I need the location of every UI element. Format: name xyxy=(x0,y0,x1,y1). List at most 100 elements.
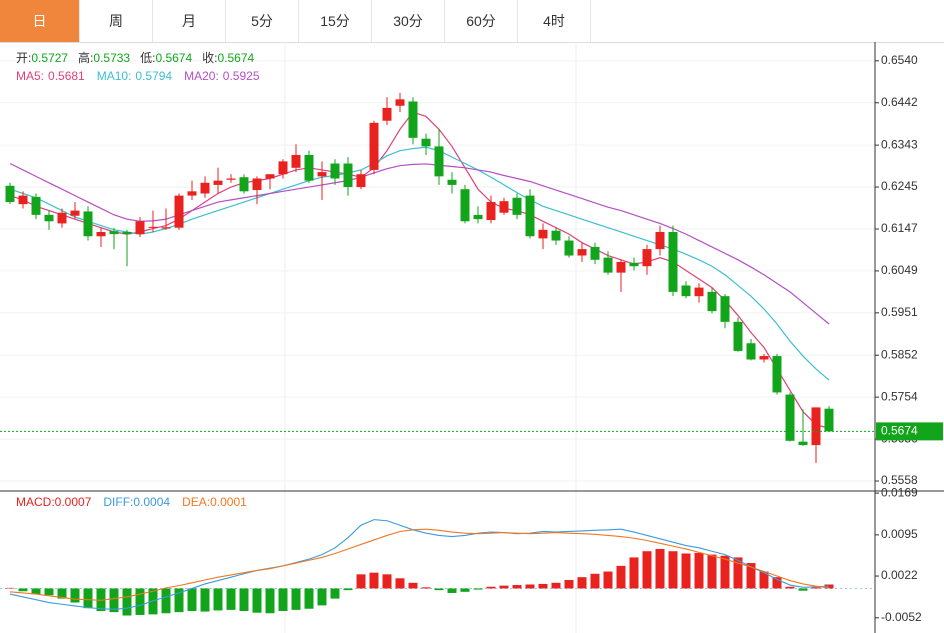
macd-bar xyxy=(70,588,80,603)
macd-bar xyxy=(668,551,678,589)
candle-body xyxy=(5,185,15,203)
macd-bar xyxy=(408,582,418,589)
macd-bar xyxy=(356,574,366,589)
candle-body xyxy=(564,240,574,256)
period-tab[interactable]: 15分 xyxy=(299,0,372,42)
period-tab[interactable]: 周 xyxy=(80,0,153,42)
y-tick-label: 0.6442 xyxy=(881,95,918,109)
ohlc-value: 0.5733 xyxy=(93,51,130,65)
ma-label: MA5: xyxy=(16,69,44,83)
macd-bar xyxy=(44,588,54,596)
candle-body xyxy=(304,154,314,181)
macd-bar xyxy=(473,588,483,590)
y-tick-label: 0.0095 xyxy=(881,527,918,541)
macd-bar xyxy=(551,582,561,589)
candle-body xyxy=(824,408,834,432)
y-tick-label: 0.6049 xyxy=(881,263,918,277)
candle-body xyxy=(655,231,665,250)
macd-bar xyxy=(447,588,457,593)
candle-body xyxy=(707,291,717,312)
macd-bar xyxy=(317,588,327,606)
candle-body xyxy=(460,189,470,222)
macd-bar xyxy=(434,588,444,591)
macd-bar xyxy=(239,588,249,612)
ma-value: 0.5925 xyxy=(223,69,260,83)
candle-body xyxy=(772,356,782,393)
candle-body xyxy=(291,154,301,168)
candle-body xyxy=(512,197,522,215)
macd-bar xyxy=(798,588,808,591)
ohlc-label: 收: xyxy=(202,51,217,65)
macd-bar xyxy=(213,588,223,611)
macd-bar xyxy=(109,588,119,613)
macd-bar xyxy=(18,588,28,592)
candle-body xyxy=(421,138,431,147)
macd-bar xyxy=(811,587,821,589)
candle-body xyxy=(785,394,795,441)
candle-body xyxy=(720,296,730,322)
candle-body xyxy=(44,214,54,222)
ohlc-label: 低: xyxy=(140,51,155,65)
candle-body xyxy=(122,231,132,235)
candle-body xyxy=(629,262,639,267)
macd-bar xyxy=(694,552,704,589)
period-tab[interactable]: 4时 xyxy=(518,0,591,42)
candle-body xyxy=(551,230,561,241)
candle-body xyxy=(330,163,340,179)
candle-body xyxy=(694,287,704,297)
period-tab[interactable]: 30分 xyxy=(372,0,445,42)
ohlc-label: 开: xyxy=(16,51,31,65)
period-tab[interactable]: 60分 xyxy=(445,0,518,42)
macd-bar xyxy=(460,588,470,592)
candle-body xyxy=(135,221,145,235)
macd-bar xyxy=(395,578,405,589)
macd-line xyxy=(9,528,830,601)
period-tab[interactable]: 5分 xyxy=(226,0,299,42)
macd-bar xyxy=(655,548,665,589)
last-price-label: 0.5674 xyxy=(881,424,918,438)
macd-bar xyxy=(733,557,743,589)
period-tab[interactable]: 日 xyxy=(0,0,80,42)
macd-bar xyxy=(83,588,93,609)
macd-bar xyxy=(330,588,340,599)
candle-body xyxy=(759,356,769,360)
macd-value: 0.0007 xyxy=(55,495,92,509)
candle-body xyxy=(174,195,184,228)
ma-legend: MA5: 0.5681 MA10: 0.5794 MA20: 0.5925 xyxy=(16,69,260,83)
candle-body xyxy=(447,179,457,185)
y-tick-label: 0.5558 xyxy=(881,473,918,487)
candle-body xyxy=(434,146,444,177)
macd-bar xyxy=(759,571,769,589)
ma-line xyxy=(9,111,830,429)
ma-label: MA10: xyxy=(97,69,132,83)
tab-bar: 日周月 5分 15分 30分 60分 4时 xyxy=(0,0,944,43)
y-tick-label: 0.0169 xyxy=(881,485,918,499)
y-tick-label: 0.5754 xyxy=(881,389,918,403)
macd-bar xyxy=(226,588,236,610)
ohlc-legend: 开:0.5727 高:0.5733 低:0.5674 收:0.5674 xyxy=(16,50,255,65)
candle-body xyxy=(811,407,821,446)
macd-bar xyxy=(707,554,717,589)
candle-body xyxy=(395,99,405,106)
candle-body xyxy=(538,229,548,239)
candle-body xyxy=(577,249,587,256)
candle-body xyxy=(226,178,236,180)
candle-body xyxy=(746,343,756,360)
macd-bar xyxy=(525,584,535,589)
candle-body xyxy=(96,231,106,237)
candle-body xyxy=(109,231,119,235)
macd-bar xyxy=(681,553,691,589)
macd-bar xyxy=(590,573,600,589)
macd-bar xyxy=(603,571,613,589)
candle-body xyxy=(369,122,379,170)
candle-body xyxy=(187,191,197,196)
y-tick-label: 0.5852 xyxy=(881,347,918,361)
period-tab[interactable]: 月 xyxy=(153,0,226,42)
last-price-box xyxy=(876,422,943,441)
macd-bar xyxy=(616,565,626,589)
candle-body xyxy=(57,212,67,224)
macd-bar xyxy=(57,588,67,599)
macd-bar xyxy=(265,588,275,614)
